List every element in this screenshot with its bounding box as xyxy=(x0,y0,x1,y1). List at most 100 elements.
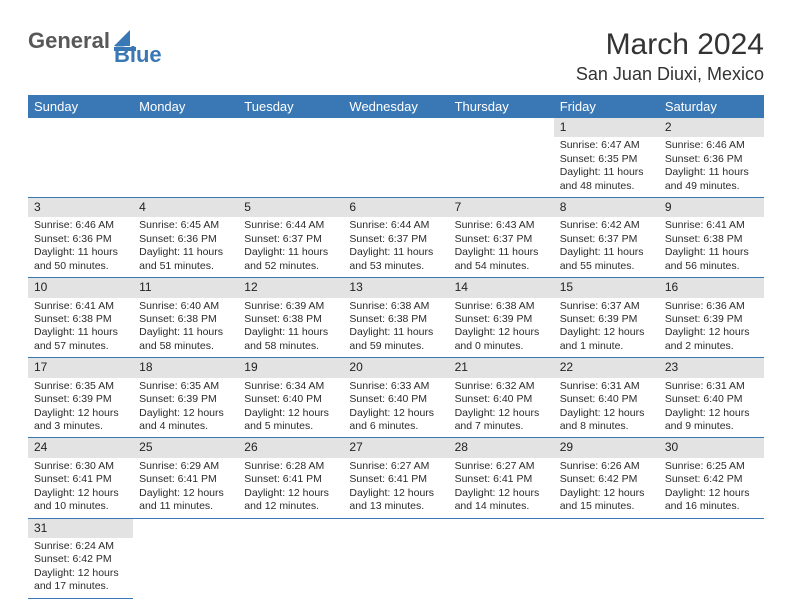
sunrise-line: Sunrise: 6:44 AM xyxy=(244,219,337,232)
day-number: 26 xyxy=(238,438,343,457)
daylight-line: Daylight: 12 hours and 1 minute. xyxy=(560,326,653,353)
day-number: 30 xyxy=(659,438,764,457)
sunrise-line: Sunrise: 6:35 AM xyxy=(139,380,232,393)
sunrise-line: Sunrise: 6:39 AM xyxy=(244,300,337,313)
daylight-line: Daylight: 11 hours and 55 minutes. xyxy=(560,246,653,273)
sunset-line: Sunset: 6:40 PM xyxy=(349,393,442,406)
calendar-cell: 21Sunrise: 6:32 AMSunset: 6:40 PMDayligh… xyxy=(449,358,554,438)
sunrise-line: Sunrise: 6:41 AM xyxy=(665,219,758,232)
daylight-line: Daylight: 12 hours and 0 minutes. xyxy=(455,326,548,353)
day-number: 12 xyxy=(238,278,343,297)
day-number: 11 xyxy=(133,278,238,297)
calendar-cell: 16Sunrise: 6:36 AMSunset: 6:39 PMDayligh… xyxy=(659,278,764,358)
daylight-line: Daylight: 12 hours and 17 minutes. xyxy=(34,567,127,594)
sunset-line: Sunset: 6:39 PM xyxy=(34,393,127,406)
sunset-line: Sunset: 6:41 PM xyxy=(455,473,548,486)
sunset-line: Sunset: 6:35 PM xyxy=(560,153,653,166)
sunset-line: Sunset: 6:40 PM xyxy=(665,393,758,406)
sunrise-line: Sunrise: 6:35 AM xyxy=(34,380,127,393)
daylight-line: Daylight: 12 hours and 15 minutes. xyxy=(560,487,653,514)
sunrise-line: Sunrise: 6:46 AM xyxy=(34,219,127,232)
sunrise-line: Sunrise: 6:38 AM xyxy=(455,300,548,313)
calendar-row: 31Sunrise: 6:24 AMSunset: 6:42 PMDayligh… xyxy=(28,518,764,598)
day-number: 24 xyxy=(28,438,133,457)
daylight-line: Daylight: 11 hours and 51 minutes. xyxy=(139,246,232,273)
sunrise-line: Sunrise: 6:26 AM xyxy=(560,460,653,473)
sunrise-line: Sunrise: 6:25 AM xyxy=(665,460,758,473)
daylight-line: Daylight: 12 hours and 6 minutes. xyxy=(349,407,442,434)
sunset-line: Sunset: 6:39 PM xyxy=(139,393,232,406)
calendar-cell: 9Sunrise: 6:41 AMSunset: 6:38 PMDaylight… xyxy=(659,198,764,278)
sunset-line: Sunset: 6:41 PM xyxy=(244,473,337,486)
calendar-cell xyxy=(133,118,238,198)
day-number: 7 xyxy=(449,198,554,217)
day-number: 5 xyxy=(238,198,343,217)
calendar-cell: 1Sunrise: 6:47 AMSunset: 6:35 PMDaylight… xyxy=(554,118,659,198)
sunset-line: Sunset: 6:39 PM xyxy=(665,313,758,326)
day-number: 31 xyxy=(28,519,133,538)
sunset-line: Sunset: 6:37 PM xyxy=(560,233,653,246)
weekday-header: Friday xyxy=(554,95,659,118)
daylight-line: Daylight: 11 hours and 53 minutes. xyxy=(349,246,442,273)
sunset-line: Sunset: 6:36 PM xyxy=(34,233,127,246)
sunrise-line: Sunrise: 6:37 AM xyxy=(560,300,653,313)
daylight-line: Daylight: 11 hours and 58 minutes. xyxy=(244,326,337,353)
day-number: 3 xyxy=(28,198,133,217)
day-number: 1 xyxy=(554,118,659,137)
sunset-line: Sunset: 6:39 PM xyxy=(560,313,653,326)
calendar-cell xyxy=(659,518,764,598)
month-title: March 2024 xyxy=(576,28,764,62)
logo-text-1: General xyxy=(28,28,110,54)
day-number: 4 xyxy=(133,198,238,217)
calendar-cell: 6Sunrise: 6:44 AMSunset: 6:37 PMDaylight… xyxy=(343,198,448,278)
sunset-line: Sunset: 6:37 PM xyxy=(349,233,442,246)
day-number: 27 xyxy=(343,438,448,457)
calendar-cell: 23Sunrise: 6:31 AMSunset: 6:40 PMDayligh… xyxy=(659,358,764,438)
sunrise-line: Sunrise: 6:27 AM xyxy=(455,460,548,473)
sunrise-line: Sunrise: 6:34 AM xyxy=(244,380,337,393)
calendar-cell xyxy=(449,518,554,598)
day-number: 10 xyxy=(28,278,133,297)
day-number: 17 xyxy=(28,358,133,377)
calendar-cell: 22Sunrise: 6:31 AMSunset: 6:40 PMDayligh… xyxy=(554,358,659,438)
weekday-header-row: SundayMondayTuesdayWednesdayThursdayFrid… xyxy=(28,95,764,118)
calendar-cell: 8Sunrise: 6:42 AMSunset: 6:37 PMDaylight… xyxy=(554,198,659,278)
day-number: 13 xyxy=(343,278,448,297)
calendar-cell: 7Sunrise: 6:43 AMSunset: 6:37 PMDaylight… xyxy=(449,198,554,278)
sunset-line: Sunset: 6:38 PM xyxy=(349,313,442,326)
day-number: 19 xyxy=(238,358,343,377)
sunrise-line: Sunrise: 6:38 AM xyxy=(349,300,442,313)
daylight-line: Daylight: 12 hours and 16 minutes. xyxy=(665,487,758,514)
calendar-cell xyxy=(343,518,448,598)
daylight-line: Daylight: 11 hours and 56 minutes. xyxy=(665,246,758,273)
day-number: 15 xyxy=(554,278,659,297)
weekday-header: Wednesday xyxy=(343,95,448,118)
sunrise-line: Sunrise: 6:41 AM xyxy=(34,300,127,313)
sunrise-line: Sunrise: 6:24 AM xyxy=(34,540,127,553)
logo-text-2: Blue xyxy=(114,42,162,68)
sunset-line: Sunset: 6:38 PM xyxy=(34,313,127,326)
daylight-line: Daylight: 12 hours and 9 minutes. xyxy=(665,407,758,434)
sunset-line: Sunset: 6:41 PM xyxy=(34,473,127,486)
logo: General Blue xyxy=(28,28,190,54)
daylight-line: Daylight: 11 hours and 52 minutes. xyxy=(244,246,337,273)
calendar-cell xyxy=(133,518,238,598)
calendar-cell: 31Sunrise: 6:24 AMSunset: 6:42 PMDayligh… xyxy=(28,518,133,598)
calendar-cell: 15 Sunrise: 6:37 AMSunset: 6:39 PMDayligh… xyxy=(554,278,659,358)
sunrise-line: Sunrise: 6:33 AM xyxy=(349,380,442,393)
calendar-cell: 14Sunrise: 6:38 AMSunset: 6:39 PMDayligh… xyxy=(449,278,554,358)
sunset-line: Sunset: 6:42 PM xyxy=(560,473,653,486)
calendar-cell: 2Sunrise: 6:46 AMSunset: 6:36 PMDaylight… xyxy=(659,118,764,198)
calendar-cell: 13Sunrise: 6:38 AMSunset: 6:38 PMDayligh… xyxy=(343,278,448,358)
sunset-line: Sunset: 6:39 PM xyxy=(455,313,548,326)
daylight-line: Daylight: 11 hours and 50 minutes. xyxy=(34,246,127,273)
day-number: 16 xyxy=(659,278,764,297)
daylight-line: Daylight: 12 hours and 13 minutes. xyxy=(349,487,442,514)
sunset-line: Sunset: 6:38 PM xyxy=(139,313,232,326)
calendar-row: 3Sunrise: 6:46 AMSunset: 6:36 PMDaylight… xyxy=(28,198,764,278)
daylight-line: Daylight: 12 hours and 10 minutes. xyxy=(34,487,127,514)
sunset-line: Sunset: 6:38 PM xyxy=(665,233,758,246)
calendar-cell xyxy=(238,518,343,598)
daylight-line: Daylight: 11 hours and 49 minutes. xyxy=(665,166,758,193)
sunset-line: Sunset: 6:37 PM xyxy=(244,233,337,246)
